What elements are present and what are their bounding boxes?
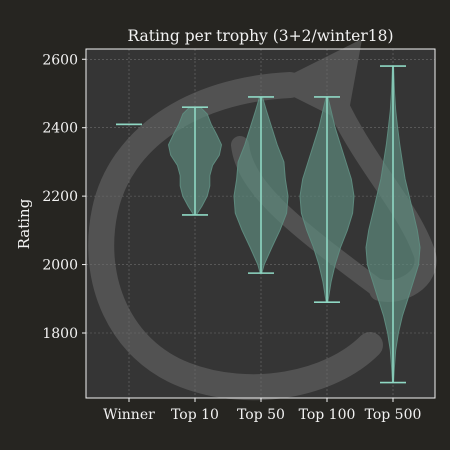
y-axis-ticks: 1800 2000 2200 2400 2600 <box>42 52 86 342</box>
x-tick-label: Top 10 <box>171 407 219 423</box>
y-tick-label: 2600 <box>42 52 78 68</box>
x-tick-label: Winner <box>103 407 155 423</box>
y-tick-label: 1800 <box>42 326 78 342</box>
chart-title: Rating per trophy (3+2/winter18) <box>127 27 393 45</box>
y-tick-label: 2200 <box>42 189 78 205</box>
x-tick-label: Top 500 <box>365 407 422 423</box>
y-axis-label: Rating <box>15 198 33 249</box>
x-tick-label: Top 100 <box>299 407 356 423</box>
x-tick-label: Top 50 <box>237 407 285 423</box>
x-axis-ticks: Winner Top 10 Top 50 Top 100 Top 500 <box>103 398 421 423</box>
violin-top-10 <box>168 106 222 216</box>
y-tick-label: 2400 <box>42 121 78 137</box>
violin-top-500 <box>365 65 421 384</box>
violin-top-100 <box>299 96 355 303</box>
y-tick-label: 2000 <box>42 258 78 274</box>
violins <box>116 65 421 384</box>
violin-top-50 <box>233 96 289 274</box>
